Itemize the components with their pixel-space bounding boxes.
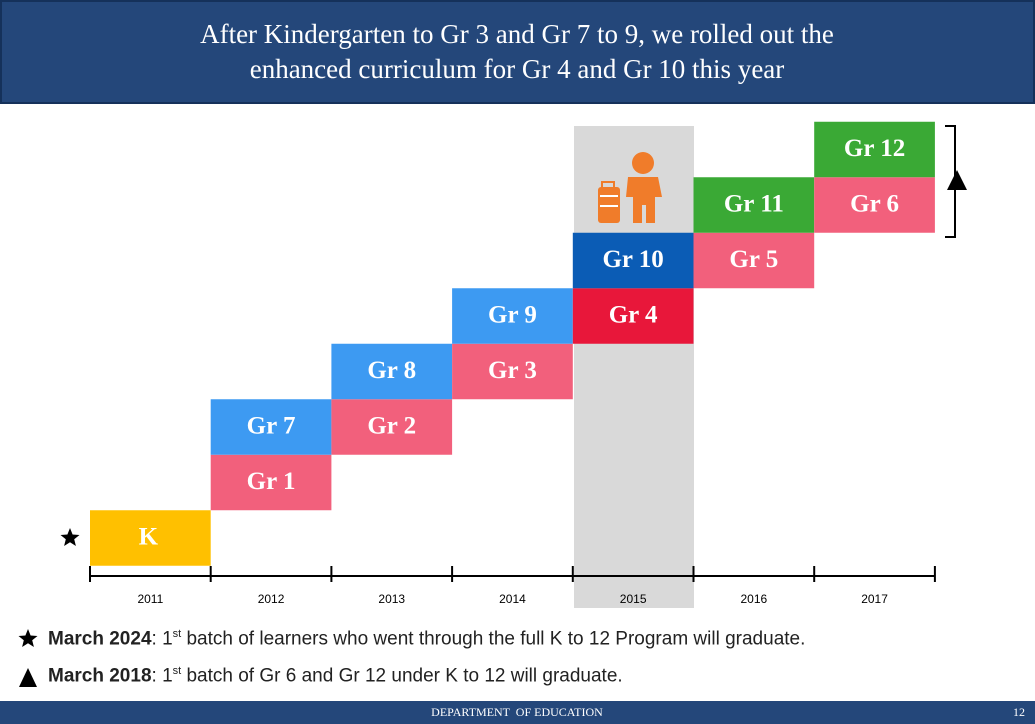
year-label: 2011 [137,592,163,606]
grade-block [90,510,211,566]
grade-block [572,232,694,289]
page-number: 12 [1013,705,1025,719]
grade-label: Gr 1 [247,468,296,495]
star-icon [60,528,80,546]
year-label: 2015 [620,592,647,606]
grade-block [210,399,332,455]
grade-block [331,399,453,455]
grade-label: K [139,524,159,551]
grade-block [814,121,935,178]
grade-block [693,232,815,289]
grade-label: Gr 3 [488,357,537,384]
title-line: enhanced curriculum for Gr 4 and Gr 10 t… [250,54,785,84]
triangle-icon [19,668,37,687]
note: March 2024: 1st batch of learners who we… [48,628,805,650]
note-date: March 2024 [48,628,152,650]
grade-label: Gr 8 [367,357,416,384]
grade-label: Gr 4 [609,302,658,329]
note-text: batch of learners who went through the f… [181,628,806,650]
footer-org: DEPARTMENT OF EDUCATION [431,705,603,719]
year-label: 2014 [499,592,526,606]
header-band [0,0,1035,104]
grade-block [452,288,573,344]
year-label: 2013 [378,592,405,606]
title-line: After Kindergarten to Gr 3 and Gr 7 to 9… [200,19,834,49]
grade-label: Gr 7 [247,413,296,440]
grade-block [693,177,815,233]
grade-label: Gr 12 [844,135,905,162]
footer-band [0,701,1035,724]
note-date: March 2018 [48,665,152,687]
star-icon [18,629,38,647]
note-text: : 1 [151,628,173,650]
grade-label: Gr 10 [602,246,663,273]
grade-block [331,343,453,400]
grade-block [210,454,332,511]
year-label: 2012 [258,592,285,606]
grade-label: Gr 11 [724,191,784,218]
note-text: : 1 [151,665,173,687]
year-label: 2017 [861,592,888,606]
triangle-icon [947,170,967,190]
note-sup: st [172,628,182,640]
grade-label: Gr 2 [367,413,416,440]
grade-label: Gr 9 [488,302,537,329]
grade-block [572,288,694,344]
grade-block [814,177,935,233]
grade-label: Gr 6 [850,191,899,218]
person-icon [598,152,662,223]
grade-block [452,343,573,400]
year-label: 2016 [740,592,767,606]
note-sup: st [172,665,182,677]
note: March 2018: 1st batch of Gr 6 and Gr 12 … [48,665,623,687]
grade-label: Gr 5 [729,246,778,273]
note-text: batch of Gr 6 and Gr 12 under K to 12 wi… [181,665,623,687]
